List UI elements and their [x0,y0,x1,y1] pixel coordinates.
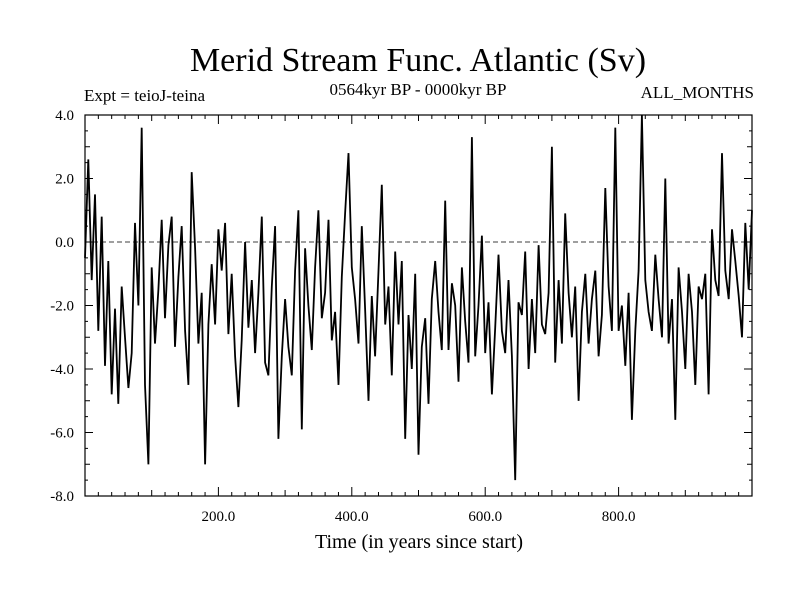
time-range-label: 0564kyr BP - 0000kyr BP [330,80,507,99]
y-tick-label: 4.0 [55,108,74,124]
y-tick-label: -4.0 [50,362,74,378]
x-tick-label: 200.0 [202,509,236,525]
x-tick-label: 400.0 [335,509,369,525]
months-label: ALL_MONTHS [641,83,754,102]
x-axis-label: Time (in years since start) [315,531,523,553]
x-tick-label: 600.0 [468,509,502,525]
y-tick-label: -6.0 [50,426,74,442]
y-tick-label: -2.0 [50,299,74,315]
y-tick-label: -8.0 [50,489,74,505]
x-tick-label: 800.0 [602,509,636,525]
chart-title: Merid Stream Func. Atlantic (Sv) [190,42,646,79]
series-line-1 [84,114,753,481]
experiment-label: Expt = teioJ-teina [84,86,205,105]
y-tick-label: 0.0 [55,235,74,251]
y-tick-label: 2.0 [55,172,74,188]
plot-area: 4.0 2.0 0.0 -2.0 -4.0 -6.0 -8.0 200.0 400.0 600.0… [50,108,753,525]
